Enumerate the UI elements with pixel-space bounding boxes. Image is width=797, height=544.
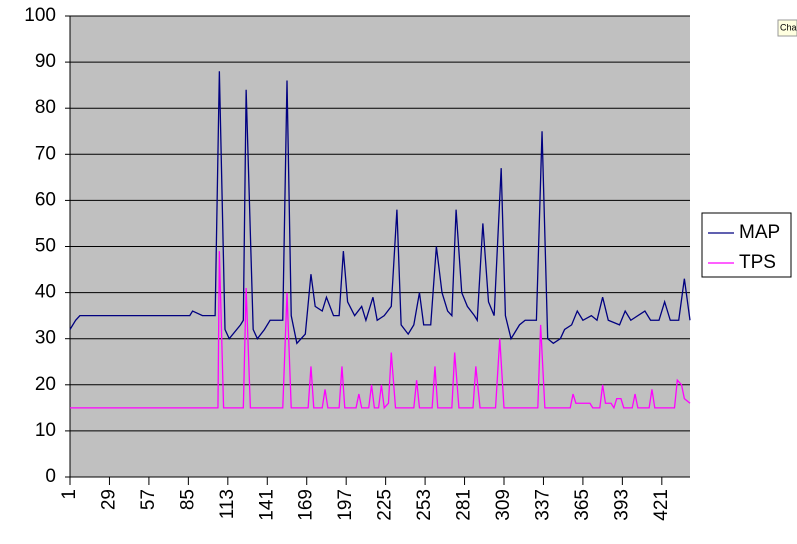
y-tick-label: 60 xyxy=(35,189,56,210)
y-tick-label: 10 xyxy=(35,420,56,441)
y-tick-label: 70 xyxy=(35,143,56,164)
legend xyxy=(701,212,792,278)
x-tick-label: 113 xyxy=(217,489,238,519)
y-tick-label: 0 xyxy=(45,466,56,487)
x-tick-label: 309 xyxy=(493,489,514,521)
x-tick-label: 337 xyxy=(532,489,553,521)
line-series xyxy=(69,71,691,345)
y-tick-label: 20 xyxy=(35,374,56,395)
x-tick-label: 365 xyxy=(572,489,593,521)
line-series xyxy=(70,251,691,410)
y-tick-label: 40 xyxy=(35,282,56,303)
chart-button[interactable] xyxy=(777,19,797,37)
y-tick-label: 30 xyxy=(35,328,56,349)
x-tick-label: 253 xyxy=(414,489,435,521)
x-tick-label: 1 xyxy=(59,489,80,500)
x-tick-label: 85 xyxy=(177,489,198,510)
x-tick-label: 29 xyxy=(98,489,119,510)
x-tick-label: 281 xyxy=(454,489,475,521)
x-tick-label: 169 xyxy=(296,489,317,521)
y-tick-label: 100 xyxy=(24,5,56,26)
chart-button-label[interactable]: Cha xyxy=(780,22,797,32)
x-tick-label: 141 xyxy=(256,489,277,521)
y-tick-label: 50 xyxy=(35,236,56,257)
y-tick-label: 80 xyxy=(35,97,56,118)
legend-label: MAP xyxy=(739,222,780,243)
x-tick-label: 421 xyxy=(651,489,672,521)
x-tick-label: 197 xyxy=(335,489,356,521)
x-tick-label: 393 xyxy=(611,489,632,521)
x-tick-label: 225 xyxy=(375,489,396,521)
legend-label: TPS xyxy=(739,252,776,273)
x-tick-label: 57 xyxy=(138,489,159,510)
y-tick-label: 90 xyxy=(35,51,56,72)
